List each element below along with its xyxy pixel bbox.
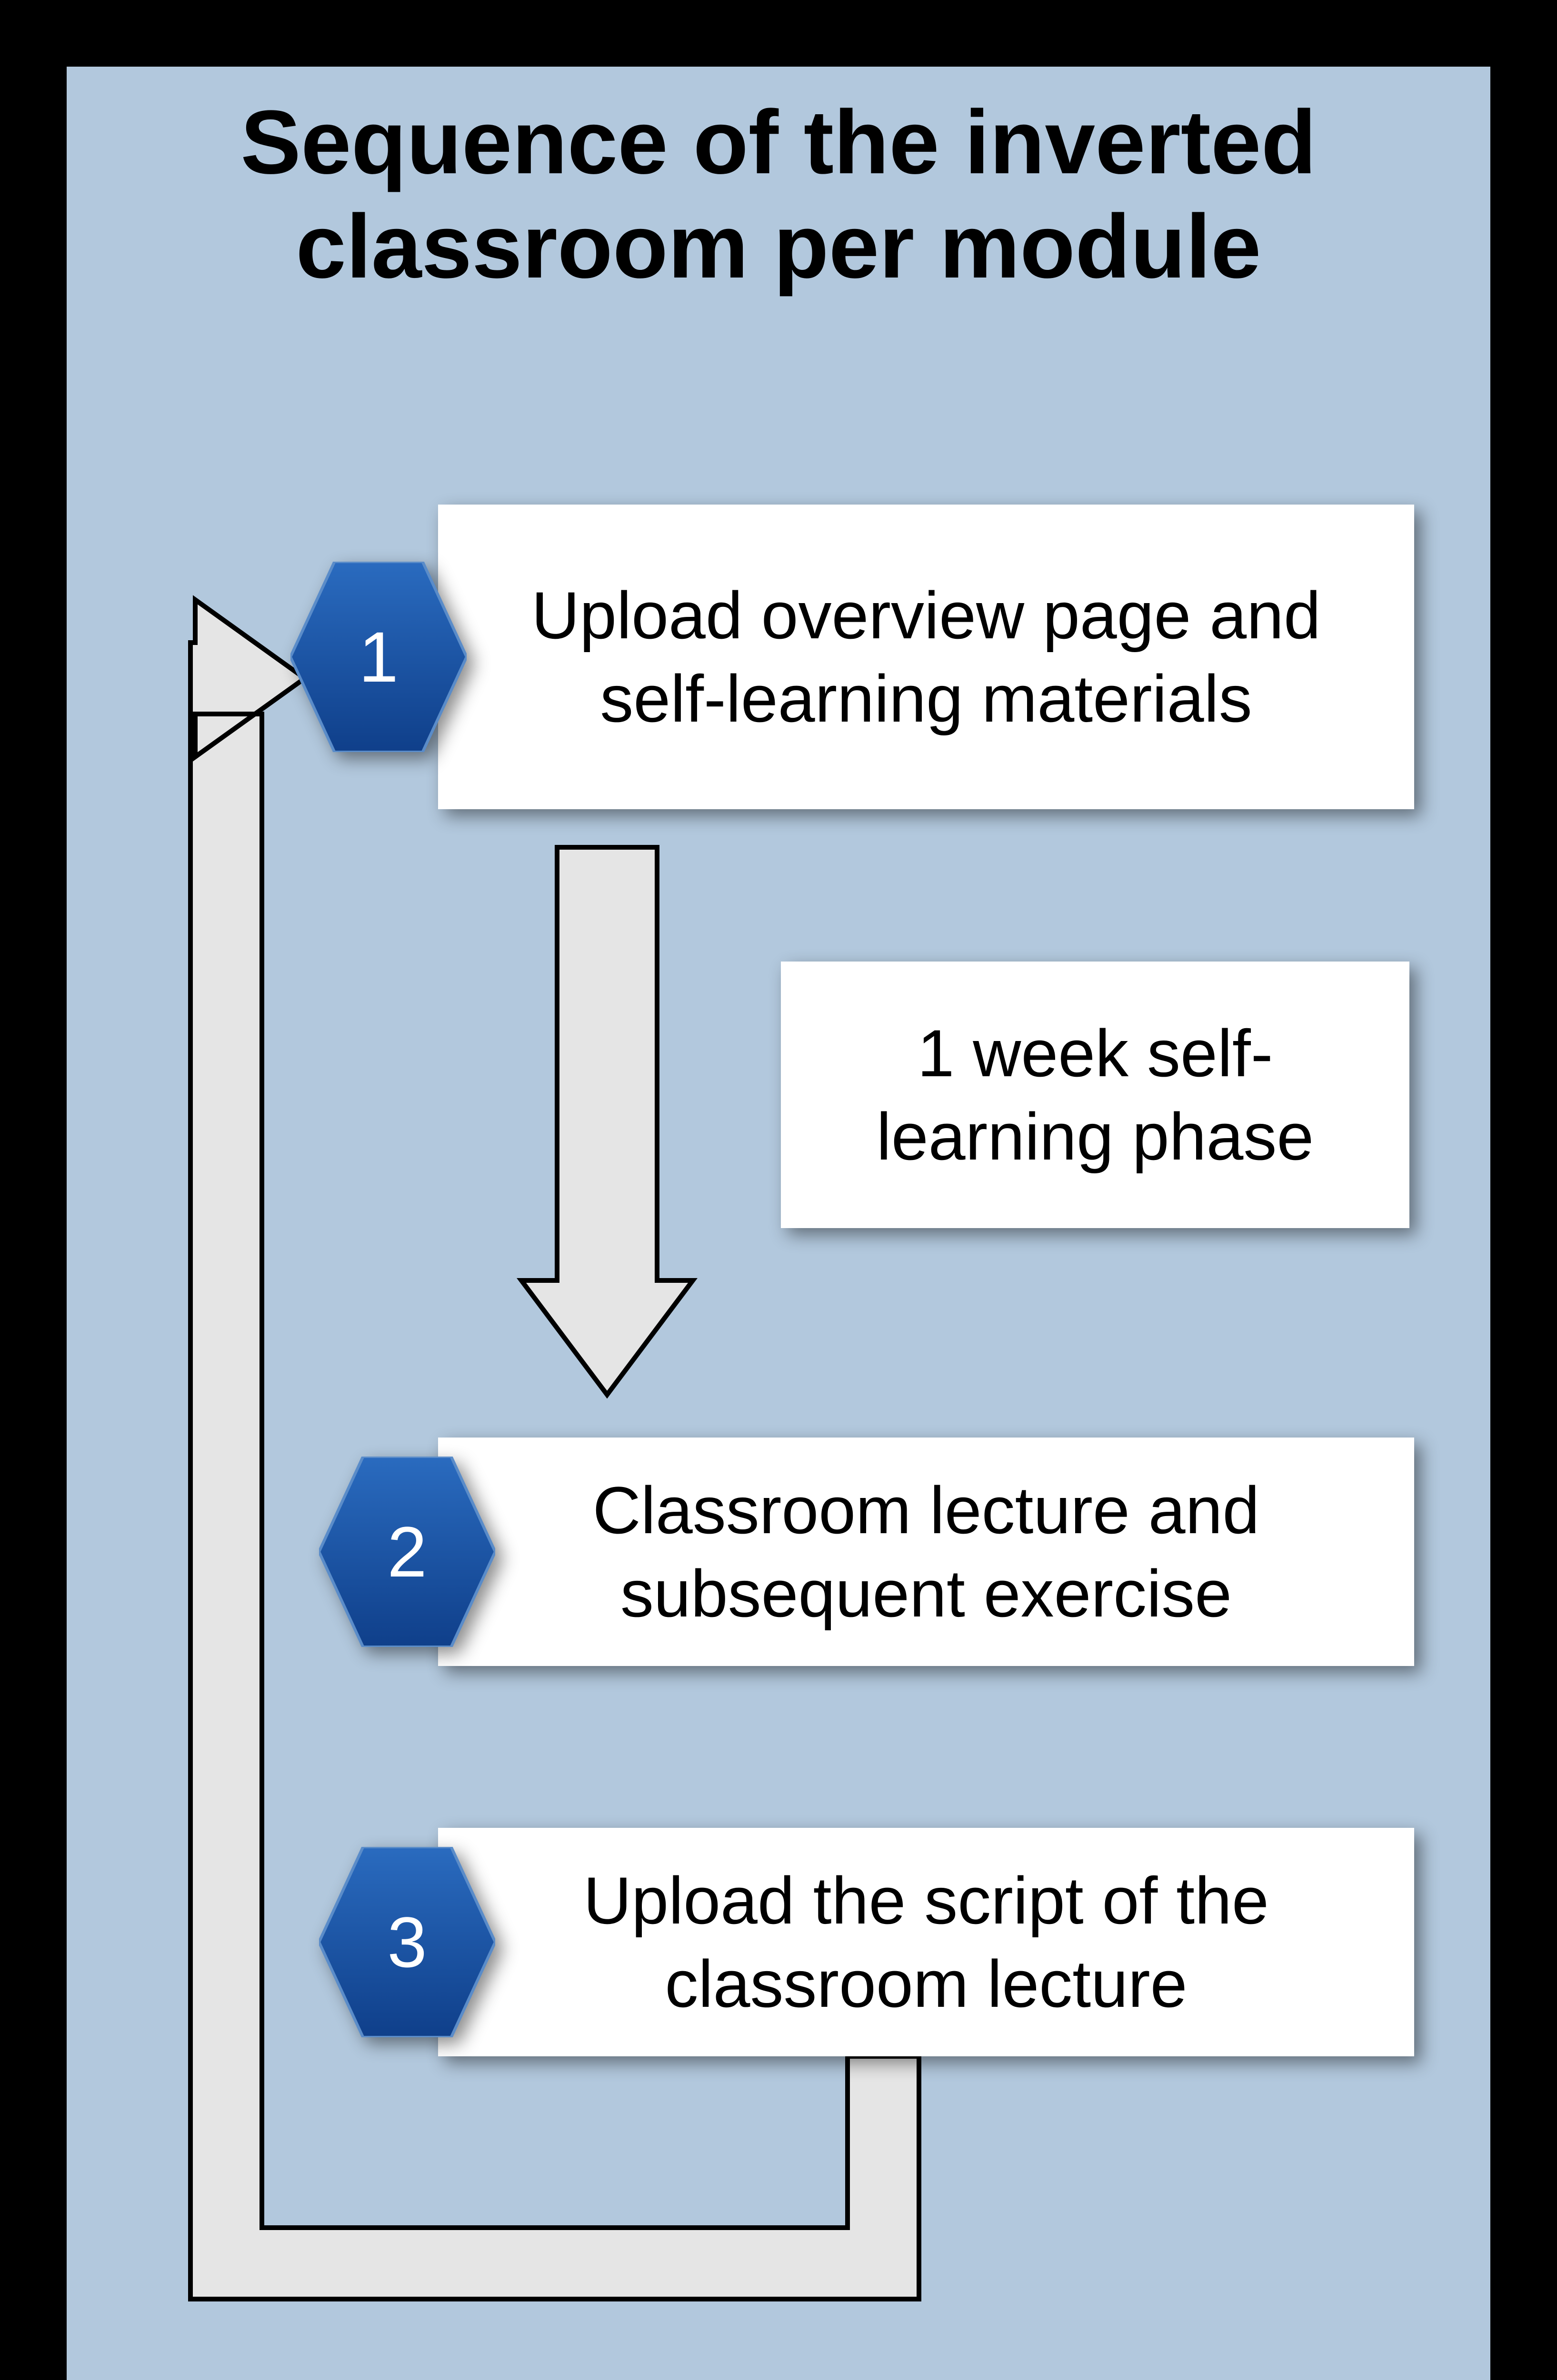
step-hexagon-3: 3 (319, 1847, 495, 2037)
step-number-3: 3 (387, 1901, 427, 1983)
diagram-outer-frame: Sequence of the inverted classroom per m… (0, 0, 1557, 2380)
diagram-panel: Sequence of the inverted classroom per m… (67, 67, 1490, 2380)
step-number-2: 2 (387, 1511, 427, 1593)
step-number-1: 1 (359, 616, 398, 698)
step-hexagon-1: 1 (290, 562, 467, 752)
step-hexagon-2: 2 (319, 1457, 495, 1647)
diagram-title: Sequence of the inverted classroom per m… (67, 90, 1490, 298)
step-box-2: Classroom lecture and subsequent exercis… (438, 1438, 1414, 1666)
step-box-1: Upload overview page and self-learning m… (438, 505, 1414, 809)
step-box-3: Upload the script of the classroom lectu… (438, 1828, 1414, 2056)
self-learning-phase-box: 1 week self-learning phase (781, 962, 1409, 1228)
down-arrow (517, 843, 698, 1399)
